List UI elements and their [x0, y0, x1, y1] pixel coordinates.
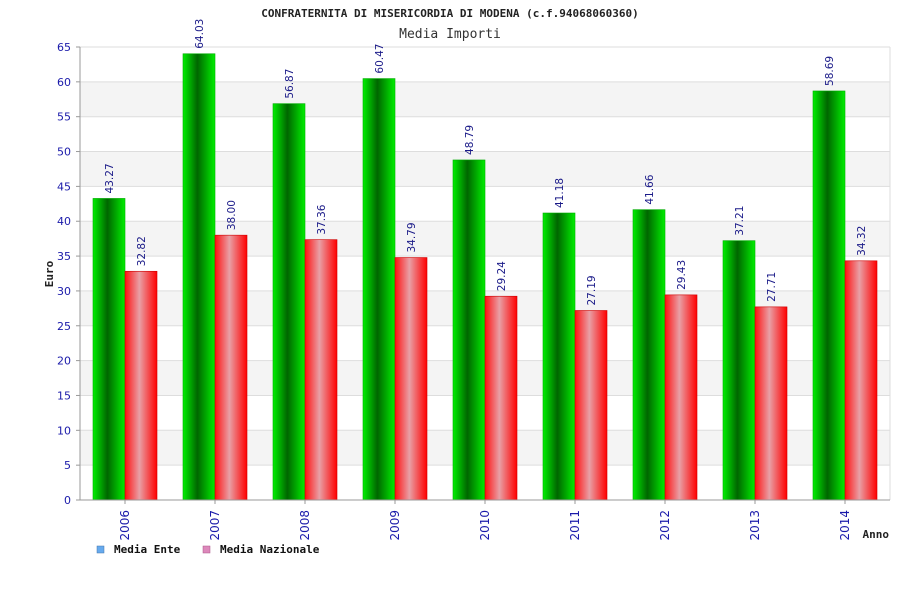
- bar-media-ente-2014: [812, 90, 846, 501]
- y-tick-label: 25: [57, 320, 71, 333]
- bar-media-nazionale-2013: [754, 306, 788, 501]
- legend-label-media-nazionale: Media Nazionale: [220, 543, 320, 556]
- legend-label-media-ente: Media Ente: [114, 543, 181, 556]
- bar-media-ente-2011: [542, 212, 576, 501]
- data-label-media-ente-2008: 56.87: [284, 69, 296, 99]
- bar-media-nazionale-2011: [574, 310, 608, 501]
- bar-media-ente-2012: [632, 209, 666, 501]
- bar-media-nazionale-2014: [844, 260, 878, 501]
- data-label-media-ente-2010: 48.79: [464, 125, 476, 155]
- data-label-media-ente-2011: 41.18: [554, 178, 566, 208]
- legend: Media Ente Media Nazionale: [96, 543, 320, 556]
- bar-media-ente-2013: [722, 240, 756, 501]
- bar-media-ente-2008: [272, 103, 306, 501]
- y-axis-ticks: 0 5 10 15 20 25 30 35 40 45 50 55 60 65: [57, 41, 80, 507]
- x-tick-label-2008: 2008: [298, 510, 312, 541]
- y-axis-label: Euro: [43, 260, 56, 287]
- x-axis-ticks: 2006 2007 2008 2009 2010 2011 2012 2013 2014: [118, 500, 852, 541]
- data-label-media-nazionale-2013: 27.71: [766, 272, 778, 302]
- x-tick-label-2009: 2009: [388, 510, 402, 541]
- data-label-media-ente-2007: 64.03: [194, 19, 206, 49]
- y-tick-label: 45: [57, 180, 71, 193]
- y-tick-label: 0: [64, 494, 71, 507]
- data-label-media-ente-2014: 58.69: [824, 56, 836, 86]
- y-tick-label: 35: [57, 250, 71, 263]
- data-label-media-ente-2013: 37.21: [734, 206, 746, 236]
- x-tick-label-2014: 2014: [838, 510, 852, 541]
- bar-media-ente-2009: [362, 78, 396, 501]
- data-label-media-nazionale-2008: 37.36: [316, 204, 328, 234]
- x-tick-label-2007: 2007: [208, 510, 222, 541]
- data-label-media-nazionale-2010: 29.24: [496, 261, 508, 291]
- bar-media-nazionale-2009: [394, 257, 428, 501]
- bar-media-nazionale-2010: [484, 295, 518, 501]
- data-label-media-nazionale-2006: 32.82: [136, 236, 148, 266]
- x-tick-label-2010: 2010: [478, 510, 492, 541]
- bar-labels: 43.27 32.82 64.03 38.00 56.87 37.36 60.47 34.79…: [104, 19, 868, 306]
- data-label-media-ente-2012: 41.66: [644, 174, 656, 204]
- bar-media-nazionale-2012: [664, 294, 698, 501]
- data-label-media-nazionale-2007: 38.00: [226, 200, 238, 230]
- y-tick-label: 50: [57, 146, 71, 159]
- bar-media-nazionale-2007: [214, 234, 248, 501]
- data-label-media-nazionale-2012: 29.43: [676, 260, 688, 290]
- chart-subtitle: Media Importi: [399, 27, 501, 42]
- data-label-media-nazionale-2014: 34.32: [856, 226, 868, 256]
- bar-media-nazionale-2006: [124, 270, 158, 501]
- x-tick-label-2006: 2006: [118, 510, 132, 541]
- chart-title: CONFRATERNITA DI MISERICORDIA DI MODENA …: [261, 7, 639, 20]
- data-label-media-nazionale-2009: 34.79: [406, 222, 418, 252]
- data-label-media-nazionale-2011: 27.19: [586, 275, 598, 305]
- y-tick-label: 5: [64, 459, 71, 472]
- legend-swatch-media-nazionale: [202, 545, 211, 554]
- bars: [92, 53, 878, 501]
- y-tick-label: 15: [57, 389, 71, 402]
- y-tick-label: 60: [57, 76, 71, 89]
- legend-swatch-media-ente: [96, 545, 105, 554]
- y-tick-label: 65: [57, 41, 71, 54]
- bar-media-ente-2007: [182, 53, 216, 501]
- x-axis-label: Anno: [863, 528, 890, 541]
- y-tick-label: 20: [57, 355, 71, 368]
- bar-media-ente-2006: [92, 198, 126, 501]
- y-tick-label: 55: [57, 111, 71, 124]
- y-tick-label: 40: [57, 215, 71, 228]
- bar-media-nazionale-2008: [304, 239, 338, 501]
- bar-media-ente-2010: [452, 159, 486, 501]
- x-tick-label-2011: 2011: [568, 510, 582, 541]
- x-tick-label-2013: 2013: [748, 510, 762, 541]
- y-tick-label: 10: [57, 424, 71, 437]
- data-label-media-ente-2009: 60.47: [374, 44, 386, 74]
- x-tick-label-2012: 2012: [658, 510, 672, 541]
- data-label-media-ente-2006: 43.27: [104, 163, 116, 193]
- y-tick-label: 30: [57, 285, 71, 298]
